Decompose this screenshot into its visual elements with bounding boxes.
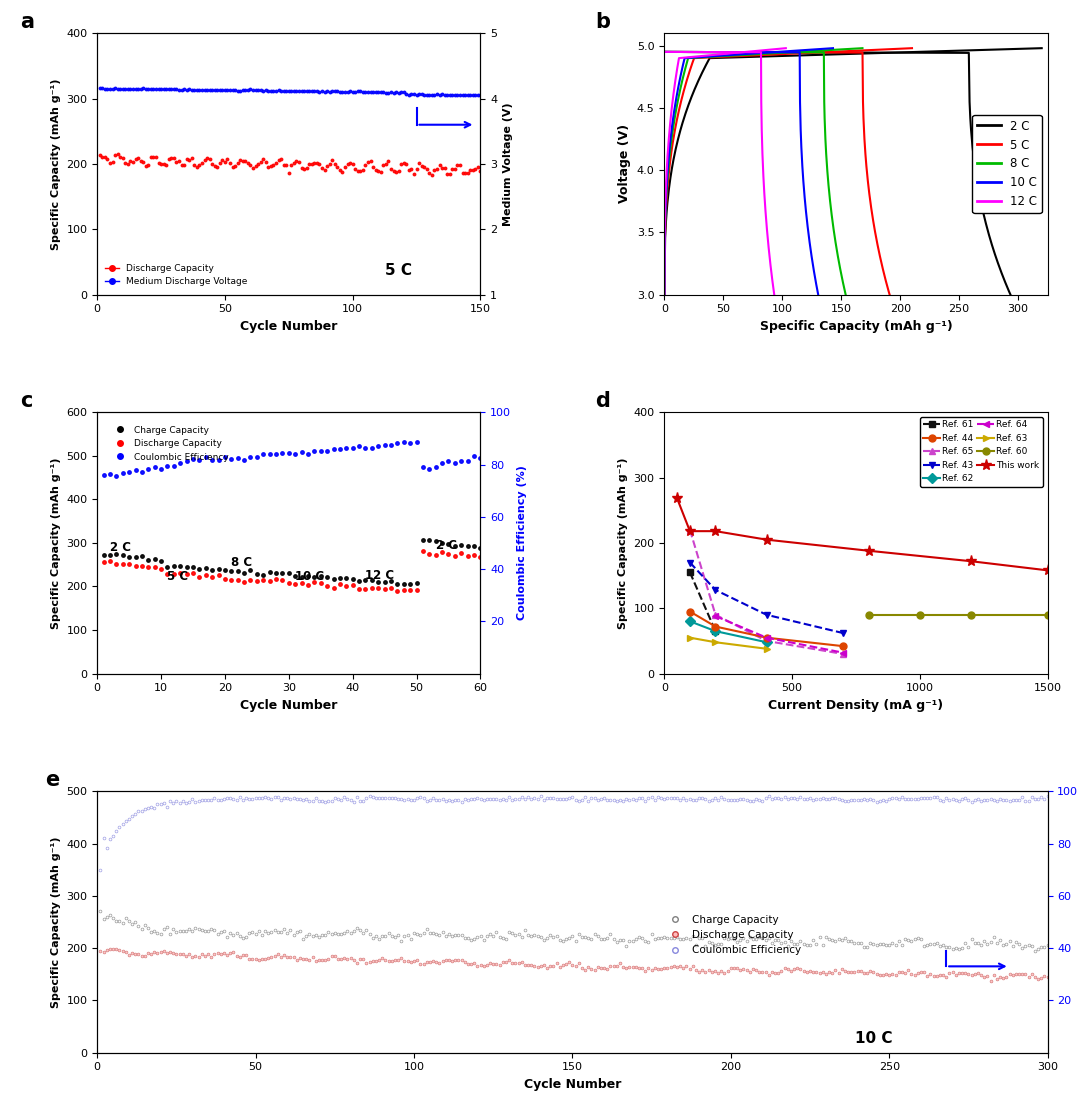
- X-axis label: Current Density (mA g⁻¹): Current Density (mA g⁻¹): [769, 699, 944, 711]
- Text: 12 C: 12 C: [365, 568, 394, 582]
- Ref. 60: [964, 608, 977, 622]
- Text: 8 C: 8 C: [231, 555, 253, 568]
- Ref. 44: [837, 639, 850, 653]
- This work: [684, 524, 697, 537]
- Text: a: a: [21, 12, 35, 32]
- Text: 5 C: 5 C: [167, 570, 189, 583]
- Ref. 63: [708, 636, 721, 649]
- Ref. 61: [684, 566, 697, 579]
- X-axis label: Cycle Number: Cycle Number: [240, 320, 338, 332]
- This work: [760, 533, 773, 546]
- This work: [964, 555, 977, 568]
- This work: [862, 544, 875, 557]
- Line: Ref. 62: Ref. 62: [687, 618, 770, 646]
- Ref. 60: [862, 608, 875, 622]
- Line: This work: This work: [672, 493, 1053, 576]
- Text: 10 C: 10 C: [295, 570, 324, 583]
- Text: 10 C: 10 C: [854, 1032, 892, 1046]
- Ref. 43: [684, 556, 697, 570]
- This work: [671, 492, 684, 505]
- Text: 2 C: 2 C: [110, 541, 131, 554]
- Legend: 2 C, 5 C, 8 C, 10 C, 12 C: 2 C, 5 C, 8 C, 10 C, 12 C: [972, 115, 1042, 213]
- Ref. 44: [760, 632, 773, 645]
- Ref. 62: [760, 636, 773, 649]
- Text: 2 C: 2 C: [435, 540, 457, 553]
- Y-axis label: Medium Voltage (V): Medium Voltage (V): [503, 102, 513, 226]
- Ref. 64: [708, 609, 721, 623]
- Y-axis label: Coulombic Efficiency (%): Coulombic Efficiency (%): [516, 465, 527, 620]
- Y-axis label: Specific Capacity (mAh g⁻¹): Specific Capacity (mAh g⁻¹): [51, 458, 60, 628]
- Ref. 61: [708, 625, 721, 638]
- Ref. 63: [684, 632, 697, 645]
- Line: Ref. 65: Ref. 65: [687, 526, 847, 657]
- X-axis label: Cycle Number: Cycle Number: [524, 1078, 621, 1091]
- Ref. 44: [708, 619, 721, 633]
- Text: d: d: [595, 391, 610, 411]
- This work: [1041, 564, 1054, 577]
- Ref. 65: [760, 634, 773, 647]
- Text: c: c: [21, 391, 32, 411]
- Ref. 43: [837, 626, 850, 639]
- Line: Ref. 44: Ref. 44: [687, 608, 847, 649]
- X-axis label: Specific Capacity (mAh g⁻¹): Specific Capacity (mAh g⁻¹): [759, 320, 953, 332]
- Ref. 43: [708, 583, 721, 596]
- Legend: Ref. 61, Ref. 44, Ref. 65, Ref. 43, Ref. 62, Ref. 64, Ref. 63, Ref. 60, This wor: Ref. 61, Ref. 44, Ref. 65, Ref. 43, Ref.…: [920, 417, 1043, 488]
- Y-axis label: Specific Capacity (mAh g⁻¹): Specific Capacity (mAh g⁻¹): [618, 458, 627, 628]
- This work: [708, 524, 721, 537]
- Text: b: b: [595, 12, 610, 32]
- Ref. 44: [684, 605, 697, 618]
- Line: Ref. 63: Ref. 63: [687, 634, 770, 653]
- Ref. 64: [837, 646, 850, 659]
- Y-axis label: Specific Capacity (mAh g⁻¹): Specific Capacity (mAh g⁻¹): [51, 837, 60, 1007]
- Ref. 65: [684, 523, 697, 536]
- Ref. 64: [760, 632, 773, 645]
- Ref. 60: [1041, 608, 1054, 622]
- Text: 5 C: 5 C: [386, 263, 413, 278]
- Ref. 60: [914, 608, 927, 622]
- Ref. 65: [708, 608, 721, 622]
- Text: e: e: [45, 770, 59, 790]
- Ref. 63: [760, 643, 773, 656]
- Legend: Charge Capacity, Discharge Capacity, Coulombic Efficiency: Charge Capacity, Discharge Capacity, Cou…: [663, 911, 805, 960]
- Legend: Charge Capacity, Discharge Capacity, Coulombic Efficiency: Charge Capacity, Discharge Capacity, Cou…: [109, 422, 232, 465]
- Ref. 43: [760, 608, 773, 622]
- Line: Ref. 60: Ref. 60: [865, 612, 1051, 618]
- Legend: Discharge Capacity, Medium Discharge Voltage: Discharge Capacity, Medium Discharge Vol…: [102, 260, 251, 290]
- Ref. 62: [684, 615, 697, 628]
- Line: Ref. 61: Ref. 61: [687, 568, 719, 635]
- Y-axis label: Voltage (V): Voltage (V): [619, 124, 632, 204]
- Y-axis label: Specific Capacity (mAh g⁻¹): Specific Capacity (mAh g⁻¹): [51, 79, 60, 249]
- Line: Ref. 43: Ref. 43: [687, 560, 847, 637]
- X-axis label: Cycle Number: Cycle Number: [240, 699, 338, 711]
- Ref. 62: [708, 625, 721, 638]
- Line: Ref. 64: Ref. 64: [712, 613, 847, 656]
- Ref. 65: [837, 647, 850, 660]
